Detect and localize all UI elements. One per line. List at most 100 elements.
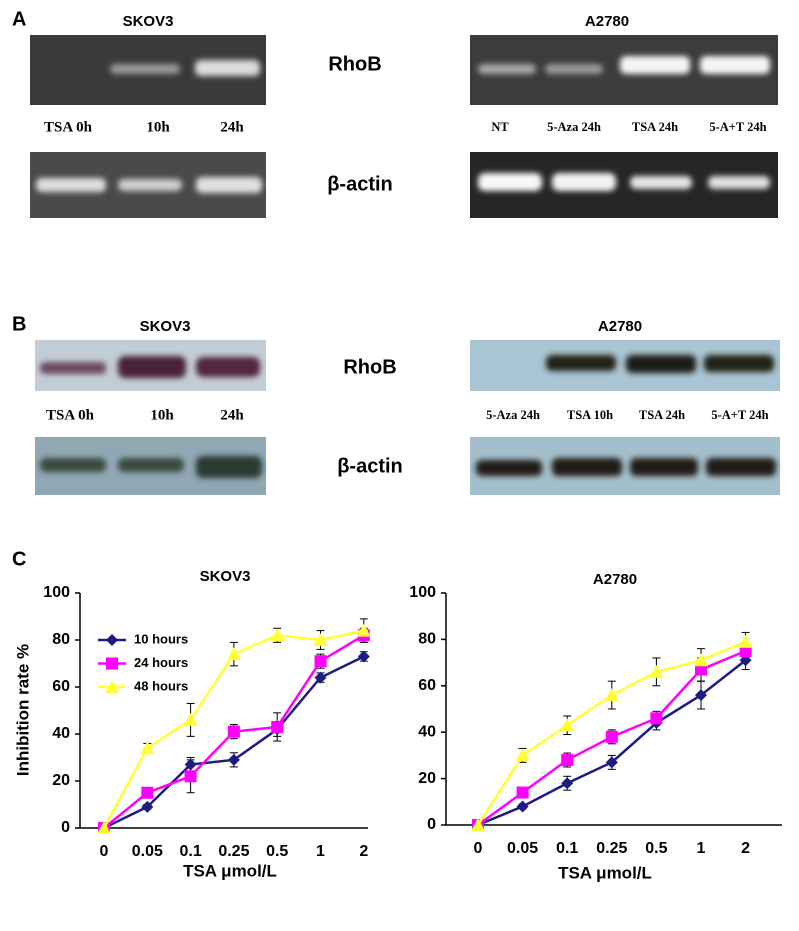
marker [314, 671, 327, 684]
y-tick-label: 20 [418, 770, 436, 787]
legend-label: 24 hours [134, 655, 188, 670]
marker [141, 786, 154, 799]
target-label: β-actin [327, 173, 393, 195]
lane-label: TSA 0h [46, 407, 95, 423]
marker [560, 718, 575, 732]
lane-label: TSA 0h [44, 119, 93, 135]
marker [227, 753, 240, 766]
marker [515, 748, 530, 762]
chart-title: SKOV3 [200, 568, 251, 585]
x-tick-label: 0.25 [218, 843, 249, 860]
lane-label: 5-A+T 24h [711, 408, 768, 422]
x-tick-label: 0.5 [266, 843, 288, 860]
panel-title: A2780 [585, 13, 629, 30]
marker [516, 800, 529, 813]
lane-label: TSA 10h [567, 408, 613, 422]
x-tick-label: 0.25 [596, 840, 627, 857]
panel-title: SKOV3 [123, 13, 174, 30]
y-tick-label: 40 [418, 723, 436, 740]
lane-label: 5-Aza 24h [547, 120, 601, 134]
marker [227, 725, 240, 738]
lane-label: 24h [220, 119, 244, 135]
y-tick-label: 60 [418, 677, 436, 694]
marker [516, 786, 529, 799]
legend-label: 48 hours [134, 678, 188, 693]
legend-label: 10 hours [134, 631, 188, 646]
chart-title: A2780 [593, 571, 637, 588]
marker [184, 758, 197, 771]
marker [106, 634, 118, 646]
marker [183, 712, 198, 726]
panel-title: A2780 [598, 318, 642, 335]
y-tick-label: 100 [409, 584, 436, 601]
marker [313, 633, 328, 646]
lane-label: 5-Aza 24h [486, 408, 540, 422]
lane-label: TSA 24h [639, 408, 685, 422]
lane-label: 24h [220, 407, 244, 423]
blot-image [470, 340, 780, 391]
marker [649, 664, 664, 678]
marker [738, 634, 753, 648]
panel-title: SKOV3 [140, 318, 191, 335]
marker [695, 663, 707, 676]
x-tick-label: 0.05 [507, 840, 538, 857]
x-tick-label: 0.05 [132, 843, 163, 860]
marker [184, 770, 197, 783]
gel-image [30, 35, 266, 105]
x-tick-label: 2 [359, 843, 368, 860]
target-label: RhoB [328, 53, 381, 75]
target-label: β-actin [337, 455, 403, 477]
panel-label: A [12, 8, 26, 30]
x-tick-label: 2 [741, 840, 750, 857]
lane-label: 10h [150, 407, 174, 423]
marker [357, 650, 370, 663]
y-tick-label: 20 [52, 772, 70, 789]
y-tick-label: 60 [52, 678, 70, 695]
blot-image [35, 437, 266, 495]
lane-label: TSA 24h [632, 120, 678, 134]
x-tick-label: 0.1 [179, 843, 201, 860]
panel-label: C [12, 548, 26, 570]
y-tick-label: 0 [61, 819, 70, 836]
marker [739, 645, 752, 657]
blot-image [35, 340, 266, 391]
marker [604, 688, 619, 702]
marker [106, 657, 118, 670]
marker [97, 821, 111, 834]
marker [605, 756, 618, 769]
marker [226, 647, 241, 661]
x-tick-label: 1 [316, 843, 325, 860]
marker [695, 689, 707, 702]
marker [739, 654, 752, 667]
y-axis-label: Inhibition rate % [13, 644, 32, 776]
marker [140, 741, 155, 755]
marker [650, 712, 663, 725]
marker [314, 655, 327, 668]
marker [271, 720, 284, 733]
y-tick-label: 40 [52, 725, 70, 742]
marker [471, 818, 485, 831]
panel-label: B [12, 313, 26, 335]
x-tick-label: 0.5 [645, 840, 667, 857]
y-tick-label: 0 [427, 816, 436, 833]
target-label: RhoB [343, 356, 396, 378]
marker [141, 800, 154, 813]
x-tick-label: 1 [697, 840, 706, 857]
gel-image [470, 35, 778, 105]
marker [605, 730, 618, 743]
marker [561, 777, 574, 790]
marker [694, 653, 708, 667]
lane-label: NT [491, 120, 509, 134]
gel-image [470, 152, 778, 218]
x-tick-label: 0.1 [556, 840, 578, 857]
y-tick-label: 80 [52, 631, 70, 648]
blot-image [470, 437, 780, 495]
marker [105, 680, 119, 693]
x-tick-label: 0 [474, 840, 483, 857]
marker [356, 623, 371, 637]
x-axis-label: TSA μmol/L [183, 861, 277, 880]
marker [561, 754, 574, 767]
marker [270, 628, 285, 642]
x-tick-label: 0 [100, 843, 109, 860]
